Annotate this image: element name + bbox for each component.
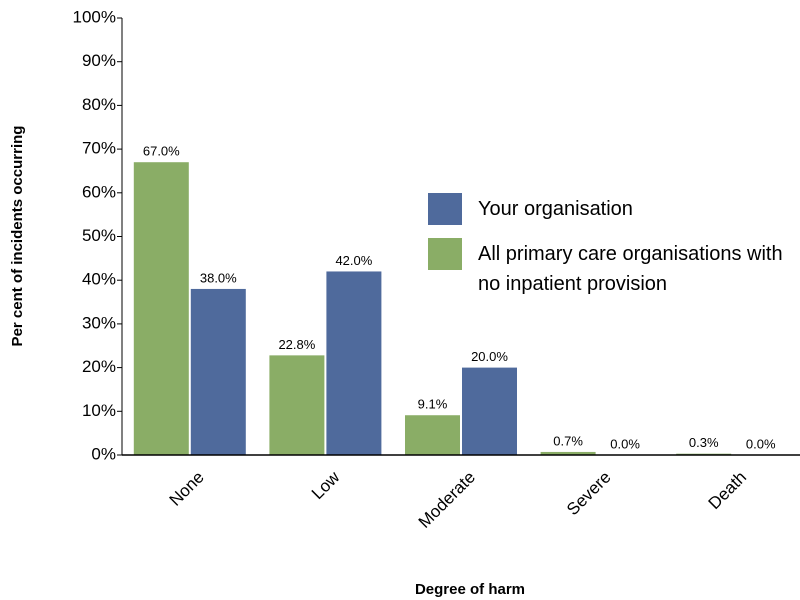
bar	[190, 288, 246, 455]
y-tick-label: 90%	[82, 51, 116, 70]
bar	[133, 162, 189, 455]
y-tick-label: 100%	[73, 7, 116, 26]
x-tick-label: Severe	[563, 468, 615, 520]
x-tick-label: Death	[705, 468, 751, 514]
value-label: 67.0%	[143, 144, 180, 159]
bar	[326, 271, 382, 455]
y-tick-label: 10%	[82, 401, 116, 420]
y-tick-label: 30%	[82, 313, 116, 332]
y-tick-label: 20%	[82, 357, 116, 376]
x-tick-label: None	[166, 468, 208, 510]
value-label: 22.8%	[278, 337, 315, 352]
y-tick-label: 60%	[82, 182, 116, 201]
y-tick-label: 0%	[91, 444, 116, 463]
bar	[462, 367, 517, 455]
value-label: 0.0%	[746, 436, 776, 451]
x-tick-label: Moderate	[415, 468, 479, 532]
x-axis-title: Degree of harm	[415, 581, 525, 598]
bar	[540, 451, 596, 455]
value-label: 42.0%	[335, 253, 372, 268]
value-label: 38.0%	[200, 270, 237, 285]
y-tick-label: 80%	[82, 95, 116, 114]
y-tick-label: 70%	[82, 139, 116, 158]
legend-label: Your organisation	[478, 198, 633, 220]
legend-label: All primary care organisations with no i…	[478, 243, 783, 295]
y-tick-label: 50%	[82, 226, 116, 245]
value-label: 0.0%	[610, 436, 640, 451]
y-tick-label: 40%	[82, 270, 116, 289]
bar	[269, 355, 325, 455]
value-label: 9.1%	[418, 397, 448, 412]
legend-swatch	[428, 193, 462, 225]
legend-swatch	[428, 238, 462, 270]
bar	[405, 415, 460, 455]
value-label: 0.7%	[553, 433, 583, 448]
x-tick-label: Low	[308, 467, 344, 503]
value-label: 0.3%	[689, 435, 719, 450]
y-axis-title: Per cent of incidents occurring	[9, 126, 26, 347]
value-label: 20.0%	[471, 349, 508, 364]
